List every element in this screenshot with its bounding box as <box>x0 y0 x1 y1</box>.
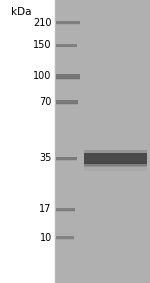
Bar <box>56 21 80 24</box>
Bar <box>56 24 80 25</box>
Text: 100: 100 <box>33 71 52 82</box>
Text: 150: 150 <box>33 40 52 50</box>
Text: 70: 70 <box>39 97 52 107</box>
Bar <box>0 0 55 283</box>
Bar <box>56 46 76 48</box>
Bar <box>56 74 80 79</box>
Text: 10: 10 <box>39 233 52 243</box>
Bar <box>84 164 147 171</box>
Bar <box>56 239 74 240</box>
Bar <box>56 78 80 80</box>
Bar <box>56 208 75 211</box>
Bar <box>84 162 147 166</box>
Text: 210: 210 <box>33 18 52 28</box>
Bar <box>56 157 76 160</box>
Bar <box>56 100 78 104</box>
Bar <box>56 44 76 47</box>
Bar <box>56 236 74 239</box>
Bar <box>56 160 76 161</box>
Text: 17: 17 <box>39 204 52 215</box>
Bar <box>56 103 78 105</box>
Text: 35: 35 <box>39 153 52 164</box>
Bar <box>84 153 147 164</box>
Bar <box>55 0 150 283</box>
Text: kDa: kDa <box>11 7 31 17</box>
Bar <box>56 211 75 212</box>
Bar <box>84 150 147 167</box>
